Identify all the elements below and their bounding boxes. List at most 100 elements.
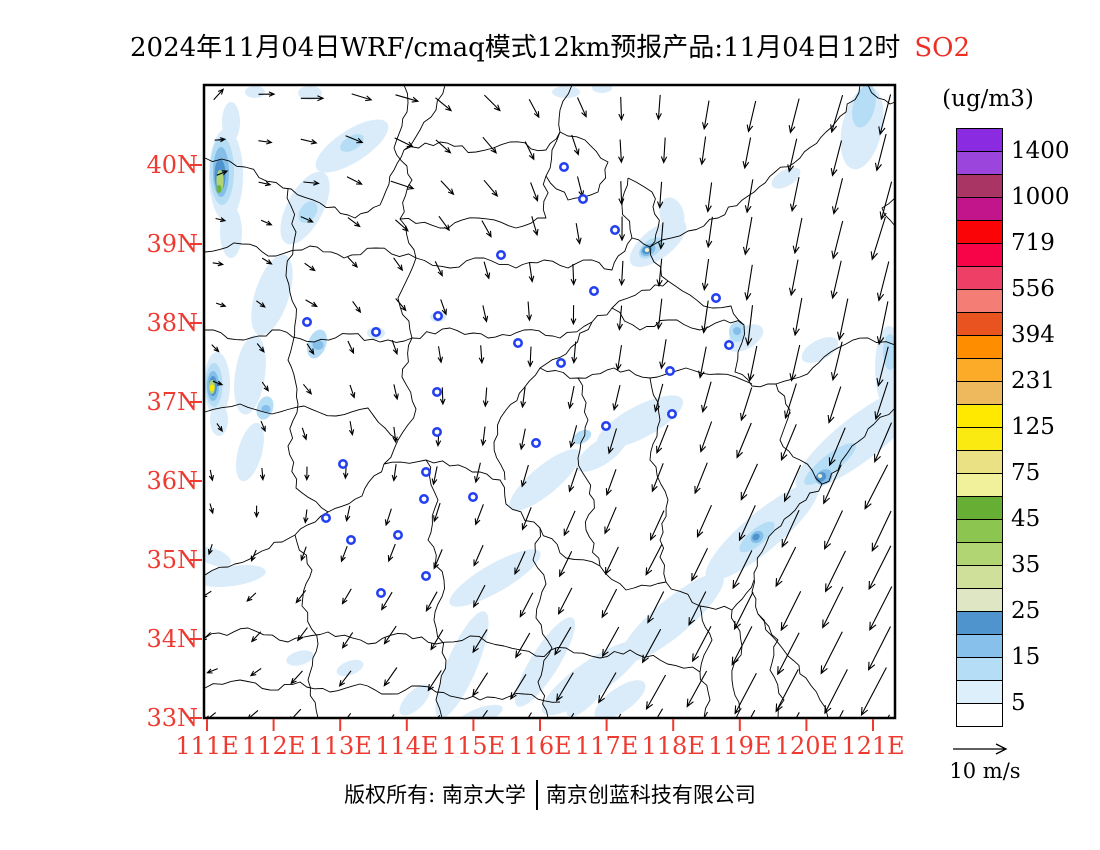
city-marker-icon [467, 491, 478, 502]
province-boundary [751, 407, 895, 718]
legend-color-box [956, 657, 1003, 681]
copyright-right: 南京创蓝科技有限公司 [545, 783, 756, 807]
wind-vectors [204, 88, 893, 718]
copyright-left: 版权所有: 南京大学 [344, 783, 526, 807]
so2-patch [592, 85, 612, 93]
so2-patch [204, 547, 232, 567]
province-boundary [294, 534, 319, 718]
legend-color-box [956, 128, 1003, 152]
province-boundary [649, 85, 895, 388]
legend-color-box [956, 312, 1003, 336]
province-boundary [415, 237, 633, 271]
province-boundary [867, 85, 895, 105]
legend-value-label: 1000 [1011, 184, 1070, 210]
legend-color-box [956, 473, 1003, 497]
so2-patch [435, 611, 489, 718]
so2-patch [222, 102, 240, 142]
so2-patch [457, 704, 503, 718]
so2-patch [659, 197, 685, 233]
city-marker-icon [431, 426, 442, 437]
province-boundary [493, 280, 669, 481]
species-label: SO2 [914, 33, 970, 63]
legend-color-box [956, 703, 1003, 727]
so2-patch [594, 680, 646, 718]
so2-patch [251, 254, 293, 336]
province-boundary [539, 367, 753, 385]
y-axis-tick-label: 34N [146, 625, 198, 653]
legend-value-label: 556 [1011, 276, 1055, 302]
province-boundary [577, 377, 601, 567]
city-marker-icon [431, 386, 442, 397]
legend-units-label: (ug/m3) [942, 86, 1034, 112]
so2-patch [576, 432, 628, 472]
map-frame [202, 83, 897, 720]
legend-color-box [956, 151, 1003, 175]
province-boundary [204, 149, 405, 219]
so2-patch [209, 384, 215, 392]
so2-patch [245, 86, 265, 98]
city-marker-icon [666, 408, 677, 419]
province-boundary [469, 635, 701, 673]
so2-patch [644, 248, 650, 252]
province-boundary [204, 627, 471, 645]
province-boundary [383, 85, 417, 465]
city-marker-icon [577, 194, 588, 205]
city-marker-icon [432, 310, 443, 321]
city-marker-icon [710, 292, 721, 303]
legend-color-box [956, 611, 1003, 635]
province-boundary [558, 85, 573, 133]
x-axis-tick-label: 114E [375, 732, 439, 760]
so2-patch [509, 449, 581, 511]
city-marker-icon [418, 493, 429, 504]
city-marker-icon [320, 512, 331, 523]
so2-patch [620, 573, 724, 663]
so2-patch [216, 185, 222, 193]
legend-value-label: 125 [1011, 414, 1055, 440]
so2-patch [220, 206, 242, 258]
so2-patch [236, 422, 264, 482]
title-text: 2024年11月04日WRF/cmaq模式12km预报产品:11月04日12时 [130, 33, 901, 63]
province-boundary [649, 377, 669, 583]
province-boundary [699, 605, 713, 718]
city-marker-icon [420, 570, 431, 581]
x-axis-tick-label: 120E [774, 732, 839, 760]
legend-color-box [956, 450, 1003, 474]
legend-color-box [956, 588, 1003, 612]
legend-color-box [956, 634, 1003, 658]
legend-color-box [956, 197, 1003, 221]
so2-patch [340, 134, 364, 152]
province-boundary [403, 131, 561, 153]
city-marker-icon [530, 437, 541, 448]
legend-value-label: 5 [1011, 690, 1026, 716]
legend-value-label: 1400 [1011, 138, 1070, 164]
so2-patch [726, 324, 764, 352]
y-axis-tick-label: 39N [146, 230, 198, 258]
legend-color-box [956, 519, 1003, 543]
x-axis-tick-label: 112E [241, 732, 306, 760]
province-boundary [775, 383, 823, 485]
legend-value-label: 25 [1011, 598, 1041, 624]
legend-color-box [956, 381, 1003, 405]
so2-patch [733, 327, 741, 335]
city-marker-icon [337, 458, 348, 469]
legend-value-label: 15 [1011, 644, 1041, 670]
divider-bar [535, 779, 538, 810]
legend-value-label: 394 [1011, 322, 1055, 348]
legend-value-label: 45 [1011, 506, 1041, 532]
city-marker-icon [723, 339, 734, 350]
so2-patch [336, 659, 364, 677]
x-axis-tick-label: 118E [641, 732, 705, 760]
legend-value-label: 231 [1011, 368, 1055, 394]
province-boundary [285, 188, 329, 513]
province-boundary [204, 679, 437, 695]
city-marker-icon [558, 162, 569, 173]
province-boundary [435, 691, 561, 703]
legend-color-box [956, 496, 1003, 520]
so2-patch [883, 334, 895, 370]
so2-patch [210, 404, 228, 436]
so2-patch [204, 565, 266, 587]
so2-patch [801, 337, 839, 363]
legend-color-box [956, 427, 1003, 451]
